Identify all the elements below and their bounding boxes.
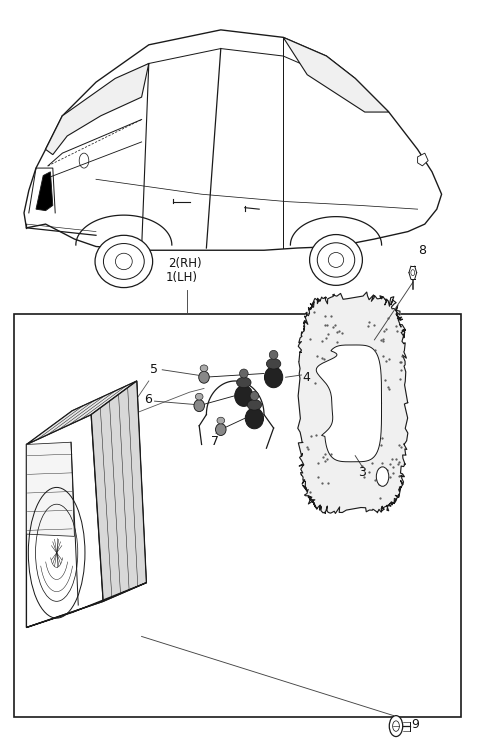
Polygon shape: [36, 172, 53, 211]
Text: 3: 3: [359, 465, 366, 479]
Polygon shape: [91, 381, 146, 601]
Text: 7: 7: [211, 435, 218, 447]
Ellipse shape: [266, 359, 281, 369]
Text: 1(LH): 1(LH): [166, 271, 197, 284]
Polygon shape: [298, 292, 408, 513]
Ellipse shape: [195, 394, 203, 400]
Ellipse shape: [317, 243, 355, 277]
Ellipse shape: [247, 400, 262, 410]
Ellipse shape: [200, 365, 208, 372]
Polygon shape: [46, 63, 149, 155]
Polygon shape: [24, 30, 442, 250]
Polygon shape: [418, 153, 428, 166]
Polygon shape: [26, 415, 103, 627]
Ellipse shape: [235, 385, 253, 406]
Circle shape: [393, 721, 399, 731]
Ellipse shape: [199, 371, 209, 383]
Ellipse shape: [194, 400, 204, 412]
Circle shape: [376, 467, 389, 486]
Polygon shape: [72, 381, 146, 613]
Ellipse shape: [217, 417, 225, 424]
Ellipse shape: [264, 367, 283, 388]
Ellipse shape: [237, 377, 251, 388]
Ellipse shape: [240, 369, 248, 378]
Ellipse shape: [216, 424, 226, 436]
Text: 6: 6: [144, 393, 152, 406]
Polygon shape: [26, 442, 74, 536]
Ellipse shape: [115, 253, 132, 270]
Text: 4: 4: [302, 371, 310, 384]
Polygon shape: [26, 583, 146, 627]
Text: 2(RH): 2(RH): [168, 258, 202, 270]
Text: 5: 5: [150, 363, 158, 376]
Polygon shape: [316, 345, 382, 462]
Text: 8: 8: [419, 244, 426, 257]
Polygon shape: [283, 37, 389, 112]
Ellipse shape: [245, 408, 264, 429]
Ellipse shape: [95, 235, 153, 288]
Circle shape: [389, 716, 403, 737]
Bar: [14, 314, 461, 717]
Ellipse shape: [250, 391, 259, 400]
Circle shape: [411, 270, 415, 276]
Ellipse shape: [269, 350, 278, 359]
Polygon shape: [26, 381, 137, 444]
Text: 9: 9: [411, 718, 419, 731]
Ellipse shape: [104, 244, 144, 279]
Ellipse shape: [328, 252, 344, 267]
Ellipse shape: [310, 235, 362, 285]
